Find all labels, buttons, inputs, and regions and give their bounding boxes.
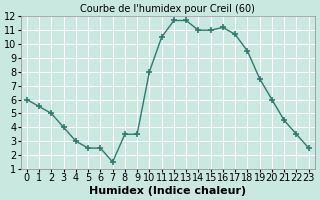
X-axis label: Humidex (Indice chaleur): Humidex (Indice chaleur) [89,186,246,196]
Title: Courbe de l'humidex pour Creil (60): Courbe de l'humidex pour Creil (60) [80,4,255,14]
